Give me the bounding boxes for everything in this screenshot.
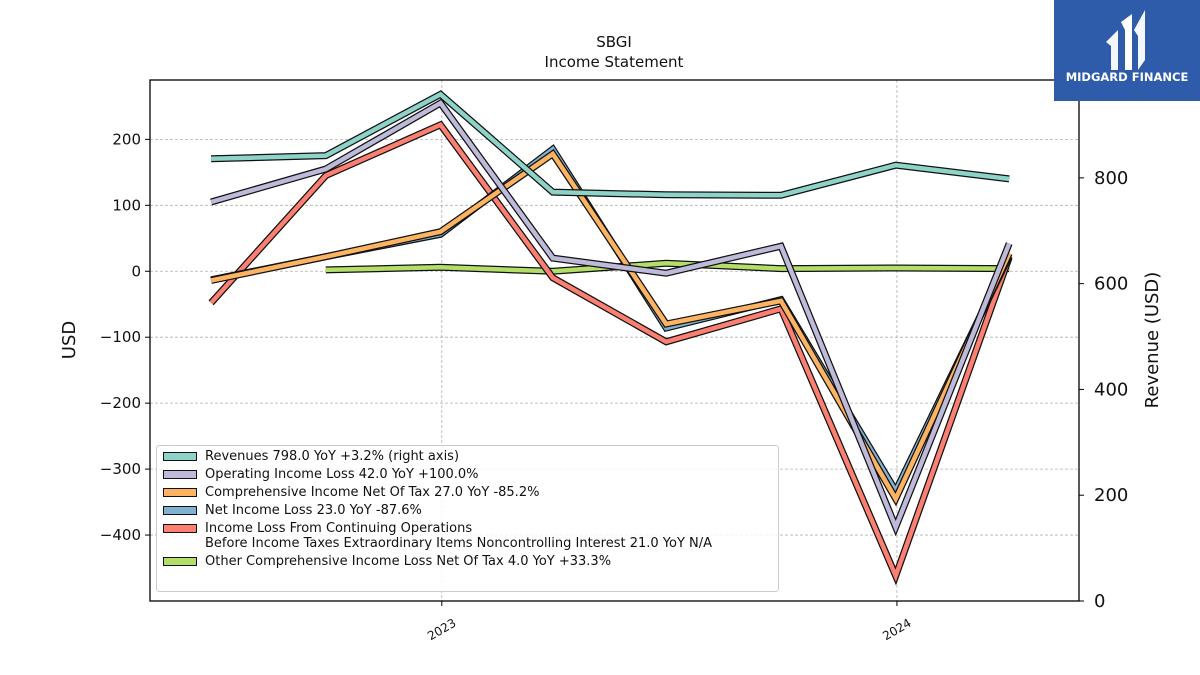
x-tick-label: 2024	[880, 616, 913, 643]
chart-title: SBGI	[596, 33, 632, 51]
series-line	[210, 150, 1012, 504]
series-income-loss-from-continuing-operations-before-income-taxes-extraordinary-items-noncontrolling-interest	[208, 120, 1013, 586]
y-tick-label: −200	[100, 394, 141, 412]
legend-item: Revenues 798.0 YoY +3.2% (right axis)	[163, 449, 772, 464]
y2-tick-label: 200	[1094, 485, 1128, 506]
y-tick-label: 200	[112, 130, 141, 148]
series-other-comprehensive-income-loss-net-of-tax	[325, 259, 1010, 275]
y2-tick-label: 800	[1094, 168, 1128, 189]
legend-swatch	[163, 470, 197, 479]
legend-label: Other Comprehensive Income Loss Net Of T…	[205, 554, 612, 569]
series-line	[210, 100, 1012, 534]
series-line	[325, 261, 1010, 274]
series-net-income-loss	[210, 144, 1013, 499]
legend-label: Revenues 798.0 YoY +3.2% (right axis)	[205, 449, 460, 464]
series-line-outline	[211, 90, 1010, 199]
series-line-outline	[210, 144, 1013, 499]
plot-frame	[149, 79, 1080, 602]
y2-axis-label: Revenue (USD)	[1142, 272, 1163, 409]
chart-legend: Revenues 798.0 YoY +3.2% (right axis) Ope…	[156, 445, 779, 592]
series-lines	[208, 90, 1013, 586]
series-line	[209, 122, 1012, 583]
legend-swatch	[163, 506, 197, 515]
legend-swatch	[163, 524, 197, 533]
series-comprehensive-income-net-of-tax	[210, 148, 1013, 507]
y-axis-label: USD	[59, 321, 80, 359]
legend-swatch	[163, 452, 197, 461]
y-tick-label: −300	[100, 460, 141, 478]
logo-text: MIDGARD FINANCE	[1066, 70, 1189, 84]
chart-subtitle: Income Statement	[545, 53, 684, 71]
legend-label: Income Loss From Continuing Operations B…	[205, 521, 713, 551]
y-tick-label: 0	[131, 262, 141, 280]
y-tick-label: 100	[112, 196, 141, 214]
legend-label: Net Income Loss 23.0 YoY -87.6%	[205, 503, 422, 518]
y2-tick-label: 0	[1094, 591, 1105, 612]
series-operating-income-loss	[210, 98, 1013, 537]
series-line	[210, 145, 1012, 496]
x-tick-label: 2023	[425, 616, 458, 643]
legend-item: Net Income Loss 23.0 YoY -87.6%	[163, 503, 772, 518]
legend-swatch	[163, 488, 197, 497]
legend-item: Comprehensive Income Net Of Tax 27.0 YoY…	[163, 485, 772, 500]
brand-logo: MIDGARD FINANCE	[1054, 0, 1200, 101]
legend-item: Income Loss From Continuing Operations B…	[163, 521, 772, 551]
legend-label: Operating Income Loss 42.0 YoY +100.0%	[205, 467, 479, 482]
legend-item: Other Comprehensive Income Loss Net Of T…	[163, 554, 772, 569]
y2-tick-label: 400	[1094, 379, 1128, 400]
y-tick-label: −400	[100, 526, 141, 544]
legend-label: Comprehensive Income Net Of Tax 27.0 YoY…	[205, 485, 540, 500]
y2-tick-label: 600	[1094, 274, 1128, 295]
y-tick-label: −100	[100, 328, 141, 346]
logo-mark-icon	[1106, 10, 1145, 70]
legend-swatch	[163, 557, 197, 566]
series-line	[211, 91, 1010, 198]
series-revenues	[211, 90, 1010, 199]
legend-item: Operating Income Loss 42.0 YoY +100.0%	[163, 467, 772, 482]
